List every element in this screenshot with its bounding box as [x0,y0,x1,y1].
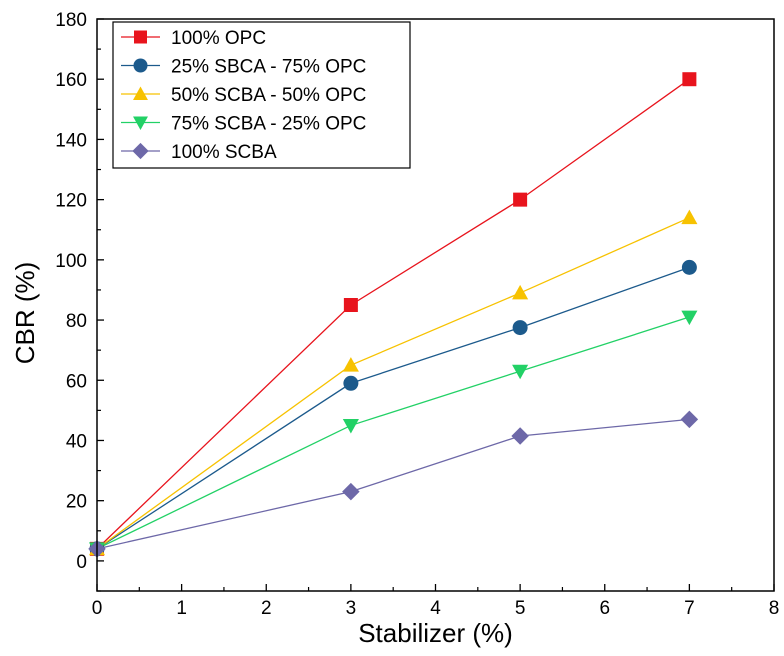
series-line-2 [96,266,690,550]
data-point [511,427,529,445]
legend-label: 75% SCBA - 25% OPC [171,114,366,135]
data-point [681,259,697,275]
legend-marker [133,58,148,73]
x-tick-label: 2 [261,598,272,619]
plot-frame [96,18,775,592]
legend-label: 50% SCBA - 50% OPC [171,85,366,106]
x-tick-label: 6 [599,598,610,619]
x-tick-label: 8 [769,598,780,619]
data-point [512,364,529,380]
y-tick-label: 80 [66,311,87,332]
series-line-1 [96,78,690,550]
series-line-3 [96,217,690,550]
y-tick-label: 0 [76,552,87,573]
y-tick-label: 120 [55,191,87,212]
data-point [681,209,698,225]
y-tick-label: 20 [66,492,87,513]
x-tick-label: 5 [515,598,526,619]
y-tick-label: 160 [55,70,87,91]
data-point [680,410,699,429]
data-point [343,298,358,312]
legend-marker [133,86,148,100]
legend-marker [133,116,148,130]
series-markers [88,72,699,558]
legend: 100% OPC 25% SBCA - 75% OPC 50% SCBA - 50%… [112,21,411,169]
data-point [512,320,528,336]
y-tick-label: 40 [66,431,87,452]
legend-label: 25% SBCA - 75% OPC [171,57,366,78]
legend-label: 100% SCBA [171,142,277,163]
data-point [342,357,359,372]
legend-marker [132,142,149,160]
x-tick-label: 7 [684,598,695,619]
data-point [342,418,359,434]
x-tick-label: 3 [346,598,357,619]
data-point [343,375,359,391]
y-tick-label: 60 [66,371,87,392]
y-tick-label: 180 [55,10,87,31]
data-point [342,482,360,501]
legend-box [112,21,411,169]
x-tick-label: 4 [430,598,441,619]
data-point [682,72,697,87]
x-tick-label: 0 [92,598,103,619]
data-point [513,192,528,207]
data-point [512,284,529,300]
y-axis-title: CBR (%) [10,262,40,365]
legend-label: 100% OPC [171,28,266,49]
y-tick-label: 140 [55,130,87,151]
series-line-4 [96,316,690,550]
series-line-5 [96,418,690,550]
y-tick-label: 100 [55,251,87,272]
series-lines [96,78,690,550]
data-point [681,310,698,326]
x-tick-label: 1 [176,598,187,619]
legend-marker [134,30,147,44]
x-axis-title: Stabilizer (%) [358,618,513,648]
